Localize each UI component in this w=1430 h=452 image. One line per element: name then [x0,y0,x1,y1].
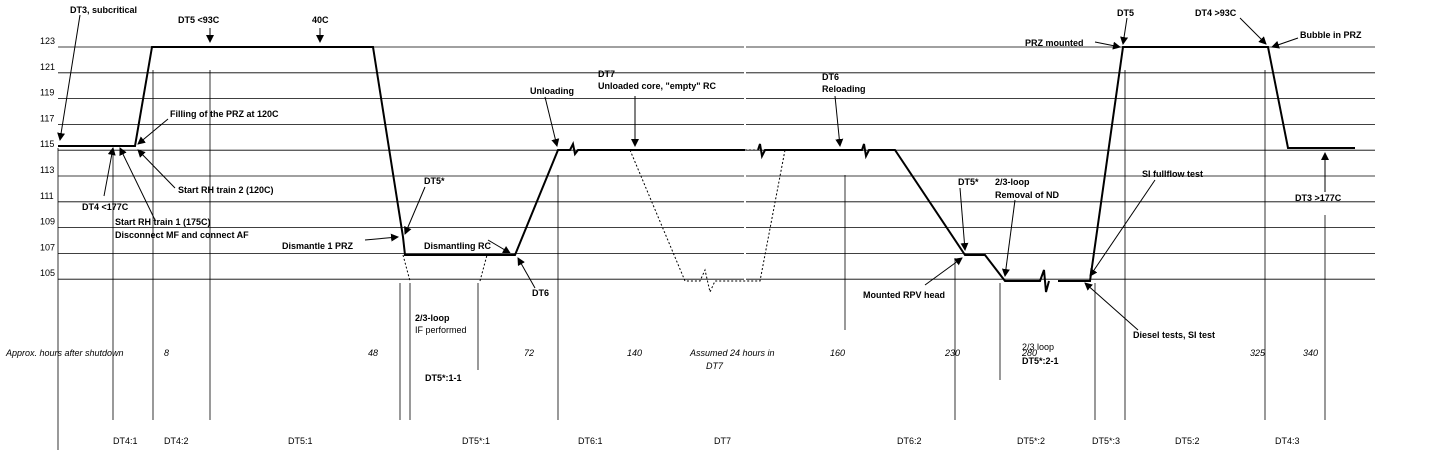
annotation: IF performed [415,325,467,335]
state-label: DT5*:2 [1017,436,1045,446]
annotation: DT5*:1-1 [425,373,462,383]
annotation: Disconnect MF and connect AF [115,230,249,240]
hour-label: 340 [1303,348,1318,358]
hour-label: 160 [830,348,845,358]
hour-label: 140 [627,348,642,358]
state-label: DT4:2 [164,436,189,446]
annotation: DT5 <93C [178,15,220,25]
hour-axis-title: Approx. hours after shutdown [5,348,124,358]
level-label: 115 [40,139,54,149]
annotation: Filling of the PRZ at 120C [170,109,279,119]
annotation: 2/3-loop [415,313,450,323]
annotation: Dismantle 1 PRZ [282,241,354,251]
hour-label: Assumed 24 hours in [689,348,775,358]
annotation: DT5 [1117,8,1134,18]
level-label: 117 [40,113,54,123]
annotation: Reloading [822,84,866,94]
level-label: 107 [40,242,55,252]
annotation: Removal of ND [995,190,1060,200]
annotation: DT6 [532,288,549,298]
annotation: 2/3-loop [995,177,1030,187]
state-label: DT5*:1 [462,436,490,446]
annotation: Unloading [530,86,574,96]
hour-label: 48 [368,348,378,358]
annotation: Start RH train 2 (120C) [178,185,274,195]
annotation: DT4 >93C [1195,8,1237,18]
annotation: Diesel tests, SI test [1133,330,1215,340]
annotation: DT5* [424,176,445,186]
arrows [57,14,1329,331]
state-label: DT5*:3 [1092,436,1120,446]
annotation: Unloaded core, "empty" RC [598,81,717,91]
state-label: DT4:3 [1275,436,1300,446]
annotation: DT3 >177C [1295,193,1342,203]
grid [58,46,1375,280]
annotation: Start RH train 1 (175C) [115,217,211,227]
hour-label: DT7 [706,361,724,371]
state-label: DT5:1 [288,436,313,446]
annotation: 40C [312,15,329,25]
level-label: 119 [40,88,54,98]
state-label: DT4:1 [113,436,138,446]
separators [57,70,1326,450]
level-label: 105 [40,268,55,278]
level-label: 109 [40,217,55,227]
hour-label: 8 [164,348,169,358]
state-label: DT6:1 [578,436,603,446]
state-path [58,46,1355,294]
hour-label: 72 [524,348,534,358]
level-label: 121 [40,62,55,72]
state-label: DT5:2 [1175,436,1200,446]
annotation: DT5*:2-1 [1022,356,1059,366]
level-label: 123 [40,36,55,46]
hour-label: 230 [944,348,960,358]
hour-label: 325 [1250,348,1266,358]
hour-label: 280 [1021,348,1037,358]
annotation: DT7 [598,69,615,79]
annotation: DT3, subcritical [70,5,137,15]
level-label: 111 [40,191,54,201]
annotation: DT6 [822,72,839,82]
annotation: DT5* [958,177,979,187]
level-label: 113 [40,165,54,175]
annotation: PRZ mounted [1025,38,1084,48]
state-label: DT7 [714,436,731,446]
annotation: Dismantling RC [424,241,492,251]
annotation: SI fullflow test [1142,169,1203,179]
annotation: DT4 <177C [82,202,129,212]
annotation: Bubble in PRZ [1300,30,1362,40]
annotation: Mounted RPV head [863,290,945,300]
state-label: DT6:2 [897,436,922,446]
annotation: 2/3 loop [1022,342,1054,352]
